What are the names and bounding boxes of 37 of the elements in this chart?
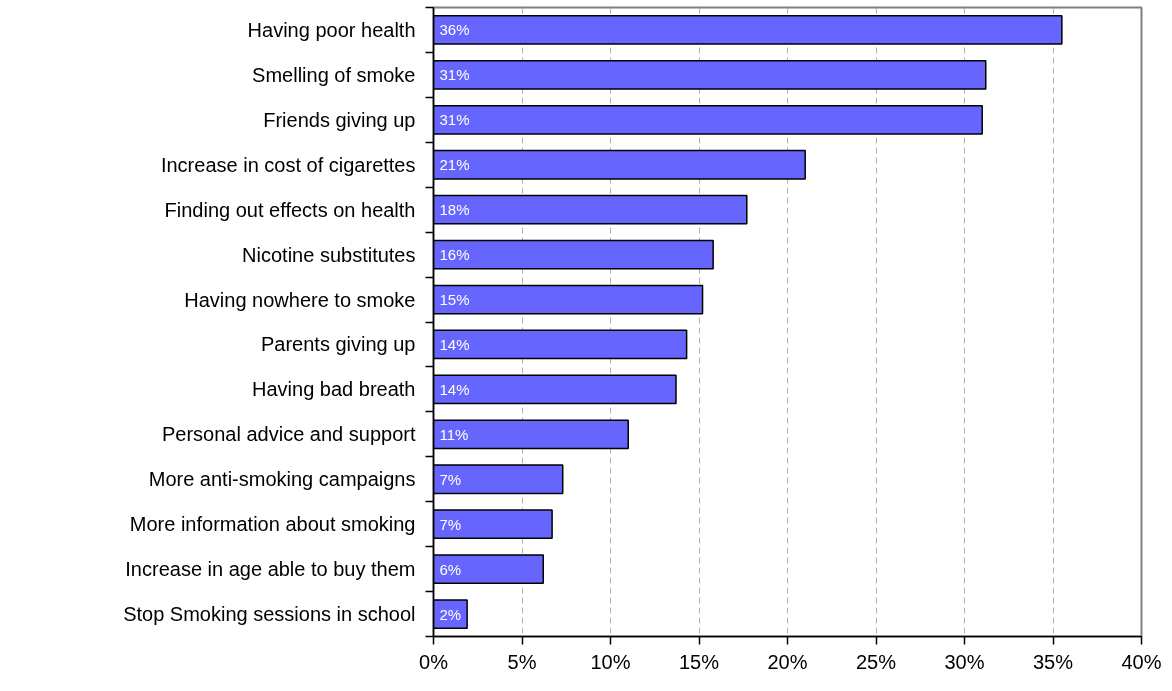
data-label: 31% bbox=[439, 66, 470, 84]
data-label: 11% bbox=[439, 425, 469, 443]
data-label: 14% bbox=[439, 335, 470, 353]
x-tick-label: 5% bbox=[507, 650, 537, 673]
data-label: 2% bbox=[439, 605, 462, 623]
x-tick-label: 10% bbox=[590, 650, 631, 673]
x-tick-label: 0% bbox=[419, 650, 449, 673]
data-label: 36% bbox=[439, 21, 470, 39]
y-tick-label: Having bad breath bbox=[252, 378, 416, 401]
y-tick-label: Smelling of smoke bbox=[252, 63, 416, 86]
y-tick-label: Having poor health bbox=[247, 18, 416, 41]
y-tick-label: Friends giving up bbox=[263, 108, 416, 131]
y-tick-label: More information about smoking bbox=[129, 513, 416, 536]
x-tick-label: 15% bbox=[678, 650, 720, 673]
data-label: 7% bbox=[439, 515, 462, 533]
data-label: 21% bbox=[439, 156, 470, 174]
y-tick-label: Increase in age able to buy them bbox=[125, 558, 416, 581]
y-tick-label: Personal advice and support bbox=[162, 423, 416, 446]
y-tick-label: Stop Smoking sessions in school bbox=[123, 603, 416, 626]
y-tick-label: Finding out effects on health bbox=[164, 198, 416, 221]
data-label: 7% bbox=[439, 470, 462, 488]
x-tick-label: 35% bbox=[1032, 650, 1074, 673]
y-tick-label: Parents giving up bbox=[260, 333, 416, 356]
y-tick-label: More anti-smoking campaigns bbox=[148, 468, 416, 491]
y-tick-label: Having nowhere to smoke bbox=[184, 288, 416, 311]
y-tick-label: Nicotine substitutes bbox=[242, 243, 416, 266]
data-label: 31% bbox=[439, 111, 470, 129]
data-label: 6% bbox=[439, 560, 462, 578]
data-label: 15% bbox=[439, 291, 470, 309]
y-tick-label: Increase in cost of cigarettes bbox=[160, 153, 416, 176]
x-tick-label: 30% bbox=[944, 650, 985, 673]
x-tick-label: 20% bbox=[767, 650, 808, 673]
data-label: 18% bbox=[439, 201, 470, 219]
data-label: 14% bbox=[439, 380, 470, 398]
x-tick-label: 25% bbox=[855, 650, 897, 673]
x-tick-label: 40% bbox=[1121, 650, 1162, 673]
data-label: 16% bbox=[439, 246, 470, 264]
